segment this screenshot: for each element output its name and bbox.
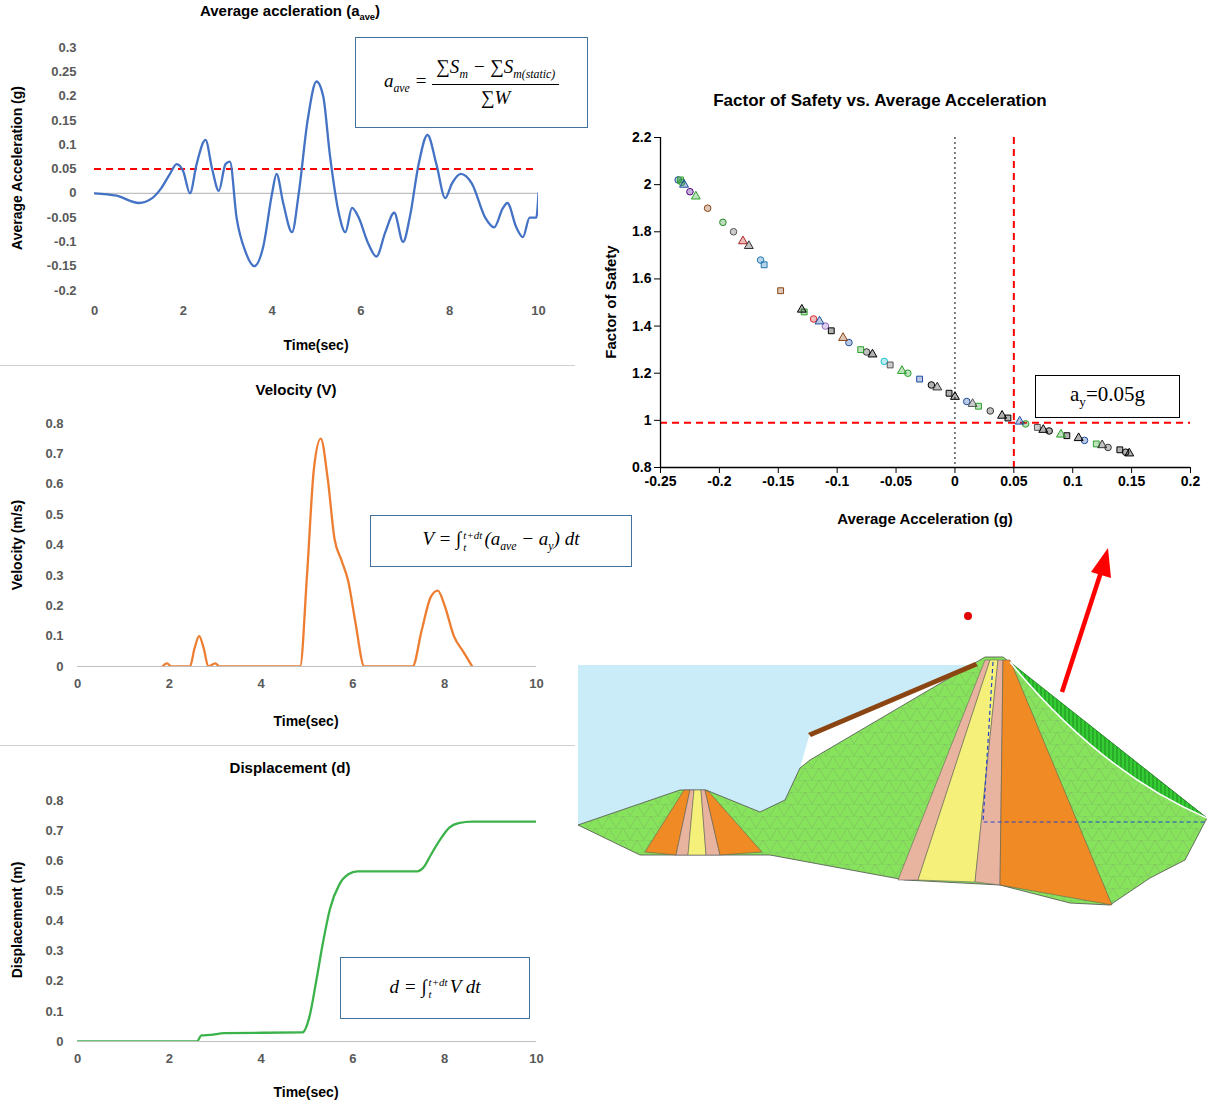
svg-text:0.1: 0.1 bbox=[45, 1004, 63, 1019]
svg-text:0.8: 0.8 bbox=[45, 793, 63, 808]
svg-text:1.2: 1.2 bbox=[632, 365, 652, 381]
svg-text:2: 2 bbox=[644, 176, 652, 192]
html-text:V = ∫t+dt: V = ∫t+dt bbox=[422, 528, 483, 550]
html-text:t: t bbox=[428, 988, 432, 1001]
html-text:ay=0.05g: ay=0.05g bbox=[1070, 382, 1145, 410]
html-text:Average Acceleration (g): Average Acceleration (g) bbox=[9, 86, 25, 250]
svg-text:6: 6 bbox=[349, 1051, 356, 1066]
html-text:(aave− ay) dt: (aave− ay) dt bbox=[484, 528, 580, 553]
svg-text:0.2: 0.2 bbox=[45, 973, 63, 988]
svg-text:0: 0 bbox=[56, 1034, 63, 1049]
svg-text:0: 0 bbox=[91, 303, 98, 318]
svg-text:-0.15: -0.15 bbox=[762, 473, 794, 489]
html-text:Factor of Safety vs. Average A: Factor of Safety vs. Average Acceleratio… bbox=[713, 91, 1047, 110]
html-text:d = ∫t+dt: d = ∫t+dt bbox=[389, 975, 448, 997]
html-text:Displacement (m): Displacement (m) bbox=[9, 861, 25, 979]
html-text:Displacement (d): Displacement (d) bbox=[229, 759, 351, 776]
svg-text:0.7: 0.7 bbox=[45, 446, 63, 461]
svg-text:0.2: 0.2 bbox=[58, 88, 76, 103]
svg-text:0.2: 0.2 bbox=[45, 598, 63, 613]
svg-text:10: 10 bbox=[529, 676, 543, 691]
html-text:Velocity (m/s): Velocity (m/s) bbox=[9, 499, 25, 591]
svg-text:0.5: 0.5 bbox=[45, 507, 63, 522]
html-text:t: t bbox=[463, 540, 467, 553]
svg-text:1.6: 1.6 bbox=[632, 270, 652, 286]
svg-text:0.3: 0.3 bbox=[45, 568, 63, 583]
svg-text:4: 4 bbox=[257, 1051, 265, 1066]
svg-text:1.8: 1.8 bbox=[632, 223, 652, 239]
svg-text:0.6: 0.6 bbox=[45, 853, 63, 868]
svg-text:-0.25: -0.25 bbox=[645, 473, 677, 489]
html-text:aave=: aave= bbox=[383, 69, 428, 95]
svg-text:0.15: 0.15 bbox=[51, 113, 76, 128]
svg-text:-0.2: -0.2 bbox=[707, 473, 731, 489]
svg-text:0.1: 0.1 bbox=[58, 137, 76, 152]
svg-text:1: 1 bbox=[644, 412, 652, 428]
svg-text:8: 8 bbox=[446, 303, 453, 318]
svg-text:4: 4 bbox=[257, 676, 265, 691]
svg-text:0.3: 0.3 bbox=[45, 943, 63, 958]
svg-text:-0.05: -0.05 bbox=[880, 473, 912, 489]
html-text:Average Acceleration (g): Average Acceleration (g) bbox=[837, 509, 1013, 527]
svg-text:0.3: 0.3 bbox=[58, 40, 76, 55]
html-text:Velocity (V): Velocity (V) bbox=[255, 381, 337, 398]
svg-text:0.05: 0.05 bbox=[1000, 473, 1027, 489]
svg-text:0.25: 0.25 bbox=[51, 64, 76, 79]
svg-text:-0.05: -0.05 bbox=[47, 210, 77, 225]
svg-text:0.4: 0.4 bbox=[45, 913, 64, 928]
svg-text:1.4: 1.4 bbox=[632, 318, 652, 334]
svg-text:-0.2: -0.2 bbox=[54, 283, 76, 298]
svg-text:6: 6 bbox=[349, 676, 356, 691]
svg-text:0.15: 0.15 bbox=[1118, 473, 1145, 489]
svg-text:0.2: 0.2 bbox=[1181, 473, 1201, 489]
svg-text:0.7: 0.7 bbox=[45, 823, 63, 838]
svg-text:0.5: 0.5 bbox=[45, 883, 63, 898]
svg-text:0.8: 0.8 bbox=[632, 459, 652, 475]
svg-text:0: 0 bbox=[74, 1051, 81, 1066]
html-text:∑W: ∑W bbox=[481, 86, 511, 108]
html-text:∑Sm− ∑Sm(static): ∑Sm− ∑Sm(static) bbox=[436, 56, 556, 81]
svg-text:2: 2 bbox=[166, 1051, 173, 1066]
svg-text:8: 8 bbox=[441, 1051, 448, 1066]
svg-text:0.8: 0.8 bbox=[45, 416, 63, 431]
svg-text:8: 8 bbox=[441, 676, 448, 691]
svg-text:10: 10 bbox=[531, 303, 545, 318]
html-text:Time(sec): Time(sec) bbox=[273, 1084, 339, 1100]
svg-text:0.05: 0.05 bbox=[51, 161, 76, 176]
svg-text:-0.1: -0.1 bbox=[825, 473, 849, 489]
svg-text:0.4: 0.4 bbox=[45, 537, 64, 552]
svg-text:-0.15: -0.15 bbox=[47, 258, 77, 273]
svg-text:0.1: 0.1 bbox=[45, 628, 63, 643]
svg-text:0: 0 bbox=[56, 659, 63, 674]
svg-text:0: 0 bbox=[74, 676, 81, 691]
svg-text:6: 6 bbox=[357, 303, 364, 318]
svg-text:0: 0 bbox=[951, 473, 959, 489]
svg-text:0: 0 bbox=[69, 185, 76, 200]
svg-text:2: 2 bbox=[166, 676, 173, 691]
svg-text:2.2: 2.2 bbox=[632, 129, 652, 145]
svg-text:10: 10 bbox=[529, 1051, 543, 1066]
html-text:Average accleration (aave): Average accleration (aave) bbox=[200, 2, 380, 22]
svg-text:0.6: 0.6 bbox=[45, 476, 63, 491]
svg-text:2: 2 bbox=[180, 303, 187, 318]
html-text:Time(sec): Time(sec) bbox=[283, 337, 349, 353]
svg-text:0.1: 0.1 bbox=[1063, 473, 1083, 489]
html-text:Time(sec): Time(sec) bbox=[273, 713, 339, 729]
svg-text:-0.1: -0.1 bbox=[54, 234, 76, 249]
svg-text:4: 4 bbox=[268, 303, 276, 318]
html-text:V dt: V dt bbox=[449, 975, 481, 997]
html-text:Factor of Safety: Factor of Safety bbox=[601, 245, 619, 359]
